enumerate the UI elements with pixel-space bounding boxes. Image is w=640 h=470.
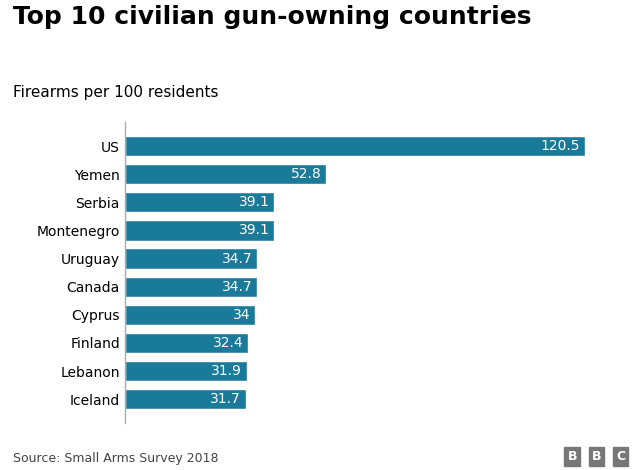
Text: 34: 34 [232, 308, 250, 322]
Text: 32.4: 32.4 [213, 336, 244, 350]
Bar [125, 361, 246, 381]
Bar [125, 305, 255, 325]
Text: 31.7: 31.7 [211, 392, 241, 406]
Bar [125, 136, 584, 156]
Bar [125, 164, 326, 184]
Text: C: C [616, 450, 625, 463]
Text: 34.7: 34.7 [222, 251, 253, 266]
Text: Top 10 civilian gun-owning countries: Top 10 civilian gun-owning countries [13, 5, 531, 29]
Text: 39.1: 39.1 [239, 195, 269, 209]
Bar [125, 333, 248, 353]
Text: Source: Small Arms Survey 2018: Source: Small Arms Survey 2018 [13, 452, 218, 465]
Text: 39.1: 39.1 [239, 223, 269, 237]
Text: B: B [592, 450, 601, 463]
Text: 34.7: 34.7 [222, 280, 253, 294]
Bar [125, 389, 246, 409]
Text: B: B [568, 450, 577, 463]
Text: 52.8: 52.8 [291, 167, 322, 181]
Text: 120.5: 120.5 [540, 139, 580, 153]
Bar [125, 249, 257, 269]
Bar [125, 276, 257, 297]
Text: Firearms per 100 residents: Firearms per 100 residents [13, 85, 218, 100]
Bar [125, 192, 274, 212]
Text: 31.9: 31.9 [211, 364, 242, 378]
Bar [125, 220, 274, 241]
